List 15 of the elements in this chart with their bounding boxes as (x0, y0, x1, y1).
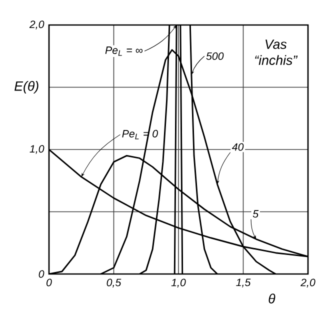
y-tick-label: 1,0 (30, 145, 44, 154)
x-tick-label: 0 (46, 278, 52, 286)
series-label: 500 (206, 52, 224, 60)
text: 40 (232, 143, 244, 151)
x-tick-label: 2,0 (300, 278, 316, 288)
y-tick-label: 0 (38, 270, 44, 278)
text: Pe$_{L}$ = ∞ (105, 46, 143, 56)
x-tick-label: 0,5 (106, 278, 122, 288)
x-tick-label: 1,0 (171, 278, 186, 288)
y-tick-label: 2,0 (29, 20, 44, 30)
y-axis-title: E(θ) (14, 81, 38, 94)
series-label: 5 (252, 210, 259, 218)
x-axis-title: θ (268, 294, 276, 304)
annotation: Vas “inchis” (255, 40, 298, 65)
x-tick-label: 1,5 (236, 278, 251, 288)
